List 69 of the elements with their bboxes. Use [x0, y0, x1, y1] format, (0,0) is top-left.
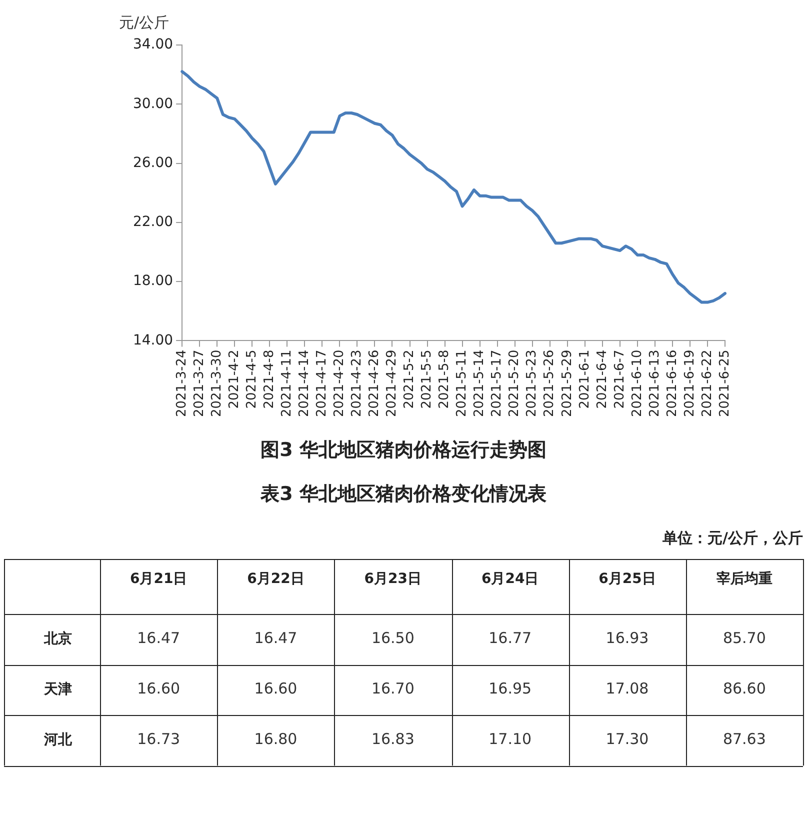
y-tick-label: 18.00	[132, 273, 174, 290]
x-tick-label: 2021-3-24	[174, 350, 190, 417]
data-label: 16.60	[254, 680, 298, 698]
x-tick-label: 2021-4-29	[384, 350, 400, 417]
x-tick-label: 2021-4-11	[280, 350, 295, 417]
x-tick-label: 2021-4-17	[314, 350, 330, 417]
x-tick-label: 2021-5-5	[420, 350, 435, 409]
x-tick-label: 2021-5-14	[472, 350, 488, 417]
x-tick-label: 2021-5-23	[524, 350, 540, 417]
x-tick-label: 2021-5-8	[437, 350, 452, 409]
x-tick-label: 2021-6-25	[717, 350, 732, 417]
x-tick-label: 2021-6-7	[612, 350, 628, 409]
x-tick-label: 2021-3-27	[192, 350, 207, 417]
x-tick-label: 2021-4-23	[350, 350, 365, 417]
x-tick-label: 2021-6-1	[577, 350, 592, 409]
x-tick-label: 2021-6-4	[594, 350, 610, 409]
data-label: 16.47	[254, 629, 298, 648]
data-label: 87.63	[722, 730, 766, 748]
x-tick-label: 2021-5-2	[402, 350, 418, 409]
y-axis-title: 元/公斤	[119, 13, 170, 32]
x-tick-label: 2021-5-11	[454, 350, 470, 417]
x-tick-label: 2021-6-10	[630, 350, 645, 417]
data-label: 16.73	[137, 730, 180, 748]
x-tick-label: 2021-5-20	[507, 350, 522, 417]
chart-title: 表3 华北地区猪肉价格变化情况表	[259, 482, 548, 507]
data-label: 16.70	[371, 680, 414, 698]
x-tick-label: 2021-6-22	[700, 350, 715, 417]
y-tick-label: 26.00	[132, 154, 174, 171]
y-tick-label: 北京	[43, 630, 72, 647]
data-label: 16.95	[488, 680, 532, 698]
x-tick-label: 2021-3-30	[209, 350, 224, 417]
x-tick-label: 2021-4-2	[226, 350, 242, 409]
x-tick-label: 2021-4-20	[332, 350, 348, 417]
text: 图3 华北地区猪肉价格运行走势图	[260, 438, 548, 463]
x-tick-label: 宰后均重	[716, 570, 772, 588]
data-label: 16.50	[371, 629, 414, 648]
data-label: 17.30	[606, 730, 649, 748]
x-tick-label: 2021-5-29	[560, 350, 575, 417]
data-label: 17.08	[606, 680, 649, 698]
y-tick-label: 天津	[43, 681, 72, 698]
y-tick-label: 22.00	[132, 214, 174, 230]
x-tick-label: 6月24日	[481, 571, 539, 588]
x-tick-label: 2021-6-16	[664, 350, 680, 417]
x-tick-label: 6月23日	[364, 571, 422, 588]
data-label: 16.80	[254, 730, 298, 748]
data-label: 16.77	[488, 629, 532, 648]
x-tick-label: 2021-4-5	[244, 350, 260, 409]
data-label: 16.60	[137, 680, 180, 698]
data-label: 16.93	[606, 629, 649, 648]
data-label: 16.47	[137, 629, 180, 648]
x-tick-label: 2021-4-8	[262, 350, 278, 409]
x-tick-label: 2021-5-17	[490, 350, 505, 417]
x-tick-label: 2021-4-26	[367, 350, 382, 417]
text: 单位：元/公斤，公斤	[662, 529, 804, 548]
y-tick-label: 34.00	[132, 36, 174, 53]
x-tick-label: 2021-6-13	[647, 350, 662, 417]
x-tick-label: 2021-5-26	[542, 350, 558, 417]
x-tick-label: 2021-4-14	[297, 350, 312, 417]
data-label: 17.10	[488, 730, 532, 748]
x-tick-label: 6月21日	[130, 571, 188, 588]
x-tick-label: 2021-6-19	[682, 350, 698, 417]
y-tick-label: 14.00	[132, 332, 174, 348]
data-label: 16.83	[371, 730, 414, 748]
x-tick-label: 6月22日	[247, 571, 304, 588]
data-label: 86.60	[722, 680, 766, 698]
y-tick-label: 30.00	[132, 96, 174, 112]
y-tick-label: 河北	[43, 732, 73, 748]
x-tick-label: 6月25日	[598, 571, 656, 588]
data-label: 85.70	[722, 629, 766, 648]
